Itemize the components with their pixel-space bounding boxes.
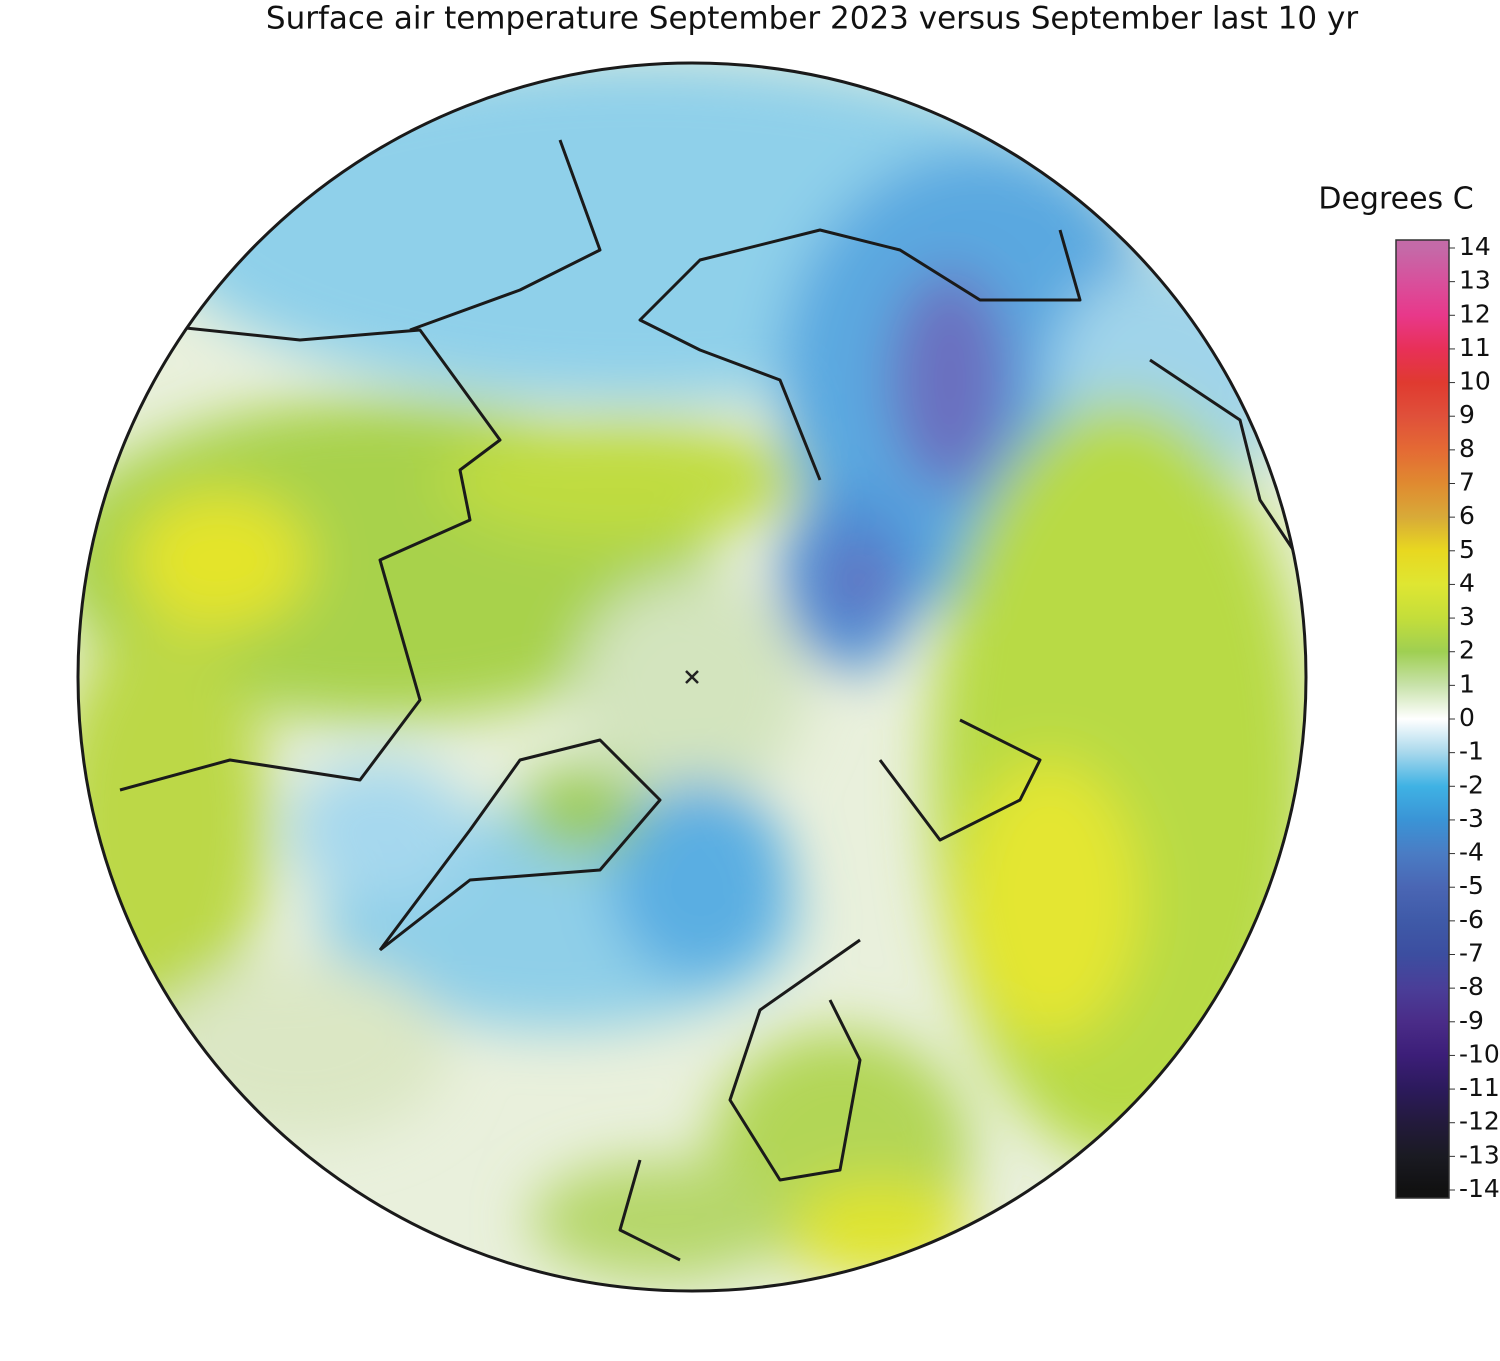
colorbar-tick-label: -4 [1459, 838, 1484, 867]
colorbar-tick-label: 12 [1459, 299, 1491, 328]
map-title: Surface air temperature September 2023 v… [266, 1, 1358, 37]
anomaly-field [78, 63, 1306, 1291]
colorbar-tick-label: 7 [1459, 468, 1475, 497]
coastline [109, 139, 1302, 1262]
colorbar-tick-label: 2 [1459, 636, 1475, 665]
colorbar-tick-label: 6 [1459, 501, 1475, 530]
colorbar-tick-label: 11 [1459, 333, 1491, 362]
colorbar-tick-label: -5 [1459, 871, 1484, 900]
colorbar-tick-label: -8 [1459, 972, 1484, 1001]
pole-marker [685, 670, 699, 684]
colorbar-tick-label: 4 [1459, 568, 1475, 597]
colorbar-tick-label: 14 [1459, 232, 1491, 261]
colorbar-tick-label: -10 [1459, 1039, 1500, 1068]
colorbar-tick-label: -3 [1459, 804, 1484, 833]
colorbar-tick-label: -6 [1459, 905, 1484, 934]
legend-title: Degrees C [1318, 182, 1473, 217]
colorbar-tick-label: 8 [1459, 434, 1475, 463]
colorbar-tick-label: 0 [1459, 703, 1475, 732]
colorbar-tick-label: -13 [1459, 1140, 1500, 1169]
colorbar-tick-label: -1 [1459, 737, 1484, 766]
colorbar-tick-label: 9 [1459, 400, 1475, 429]
colorbar-tick-label: -7 [1459, 939, 1484, 968]
colorbar-tick-label: -2 [1459, 770, 1484, 799]
colorbar-tick-label: 1 [1459, 669, 1475, 698]
colorbar-tick-label: 13 [1459, 266, 1491, 295]
colorbar-tick-label: -12 [1459, 1107, 1500, 1136]
colorbar-tick-label: 3 [1459, 602, 1475, 631]
colorbar-tick-label: -14 [1459, 1174, 1500, 1203]
colorbar-tick-label: 5 [1459, 535, 1475, 564]
colorbar-tick-label: -9 [1459, 1006, 1484, 1035]
colorbar-tick-label: 10 [1459, 367, 1491, 396]
colorbar-tick-label: -11 [1459, 1073, 1500, 1102]
map-border [76, 61, 1308, 1293]
colorbar [1395, 239, 1450, 1199]
